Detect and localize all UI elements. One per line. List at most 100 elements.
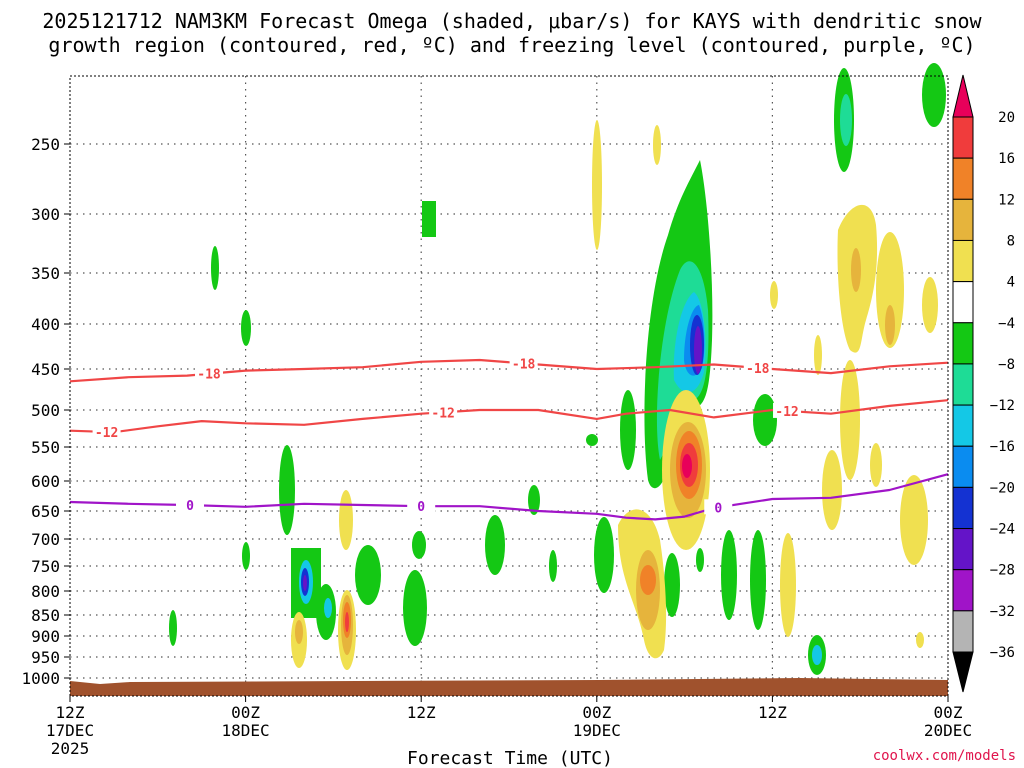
- omega-cell: [279, 445, 295, 535]
- omega-cell: [696, 548, 704, 572]
- x-tick-label: 12Z: [758, 703, 787, 722]
- contour-label: -12: [431, 406, 454, 421]
- y-tick-label: 350: [31, 264, 60, 283]
- omega-cell: [916, 632, 924, 648]
- colorbar-label: 12: [998, 192, 1015, 208]
- omega-cell: [485, 515, 505, 575]
- contour-label: 0: [186, 499, 194, 514]
- colorbar-bottom-triangle: [952, 651, 974, 693]
- colorbar: 20 16 12 8 4 −4 −8 −12 −16 −20 −24 −28 −32 −36: [952, 74, 1015, 693]
- omega-cell: [594, 517, 614, 593]
- omega-cell: [403, 570, 427, 646]
- colorbar-label: −24: [990, 522, 1015, 538]
- x-tick-label: 00Z: [582, 703, 611, 722]
- contour-label-bg: [743, 359, 772, 375]
- colorbar-box: [952, 239, 974, 283]
- omega-cell: [922, 63, 946, 127]
- colorbar-box: [952, 198, 974, 241]
- y-tick-label: 850: [31, 606, 60, 625]
- omega-cell: [412, 531, 426, 559]
- y-axis: 250 300 350 400 450 500 550 600 650 700 750 800 850 9…: [21, 135, 70, 688]
- omega-cell: [422, 201, 436, 237]
- colorbar-label: −28: [990, 563, 1015, 579]
- omega-cell: [295, 620, 303, 644]
- contour-label: 0: [714, 501, 722, 516]
- omega-cell: [876, 232, 904, 348]
- omega-cell: [355, 545, 381, 605]
- omega-cell: [653, 125, 661, 165]
- omega-cell: [242, 542, 250, 570]
- x-tick-label: 00Z: [231, 703, 260, 722]
- x-axis-title: Forecast Time (UTC): [407, 748, 613, 768]
- contour-label: -18: [512, 357, 536, 372]
- contour-label: -12: [95, 426, 118, 441]
- contour-label: 0: [417, 500, 425, 515]
- omega-cell: [528, 485, 540, 515]
- omega-cell: [549, 550, 557, 582]
- x-tick-label: 19DEC: [573, 721, 621, 740]
- omega-cell: [721, 530, 737, 620]
- omega-cell: [241, 310, 251, 346]
- omega-cell: [664, 553, 680, 617]
- y-tick-label: 550: [31, 438, 60, 457]
- omega-cell: [922, 277, 938, 333]
- omega-cell: [885, 305, 895, 345]
- colorbar-box: [952, 157, 974, 200]
- x-tick-label: 2025: [51, 739, 90, 758]
- omega-cell: [640, 565, 656, 595]
- omega-cell: [780, 533, 796, 637]
- omega-cell: [840, 94, 852, 146]
- y-tick-label: 1000: [21, 669, 60, 688]
- colorbar-box: [952, 363, 974, 406]
- y-tick-label: 400: [31, 315, 60, 334]
- contour-label-bg: [704, 499, 733, 515]
- plot-frame: [69, 75, 949, 697]
- contour-line: [69, 473, 949, 521]
- omega-cell: [345, 612, 349, 632]
- omega-cell: [770, 281, 778, 309]
- omega-cell: [586, 434, 598, 446]
- x-tick-label: 17DEC: [46, 721, 94, 740]
- omega-cell: [694, 326, 702, 374]
- omega-shading: [169, 63, 946, 675]
- omega-cell: [840, 360, 860, 480]
- omega-cell: [851, 248, 861, 292]
- x-tick-label: 12Z: [407, 703, 436, 722]
- contour-label-bg: [92, 423, 121, 439]
- contour-label-bg: [195, 365, 224, 381]
- y-tick-label: 500: [31, 401, 60, 420]
- x-tick-label: 18DEC: [222, 721, 270, 740]
- chart-title-line1: 2025121712 NAM3KM Forecast Omega (shaded…: [42, 9, 982, 33]
- x-tick-label: 20DEC: [924, 721, 972, 740]
- temperature-contours: -18 -18 -18 -12 -12 -12 0 0 0: [69, 355, 949, 521]
- omega-cell: [870, 443, 882, 487]
- y-tick-label: 900: [31, 627, 60, 646]
- contour-label-bg: [175, 497, 204, 513]
- chart-title-line2: growth region (contoured, red, ºC) and f…: [48, 33, 975, 57]
- colorbar-box: [952, 116, 974, 159]
- colorbar-label: 20: [998, 110, 1015, 126]
- colorbar-box: [952, 404, 974, 447]
- y-tick-label: 650: [31, 502, 60, 521]
- colorbar-box: [952, 486, 974, 530]
- y-tick-label: 800: [31, 582, 60, 601]
- contour-label: -18: [746, 362, 770, 377]
- colorbar-label: −32: [990, 604, 1015, 620]
- omega-cell: [753, 394, 777, 446]
- colorbar-label: −16: [990, 439, 1015, 455]
- x-tick-label: 12Z: [56, 703, 85, 722]
- y-tick-label: 700: [31, 530, 60, 549]
- colorbar-label: 8: [1007, 233, 1015, 249]
- colorbar-label: −12: [990, 398, 1015, 414]
- omega-cell: [750, 530, 766, 630]
- contour-label: -18: [197, 368, 221, 383]
- colorbar-box: [952, 281, 974, 324]
- contour-label-bg: [773, 402, 802, 418]
- colorbar-top-triangle: [952, 74, 974, 118]
- y-tick-label: 950: [31, 648, 60, 667]
- contour-label-bg: [429, 404, 458, 420]
- colorbar-label: −4: [998, 316, 1015, 332]
- omega-cell: [303, 575, 307, 591]
- credit-text: coolwx.com/models: [873, 748, 1016, 764]
- omega-cell: [339, 490, 353, 550]
